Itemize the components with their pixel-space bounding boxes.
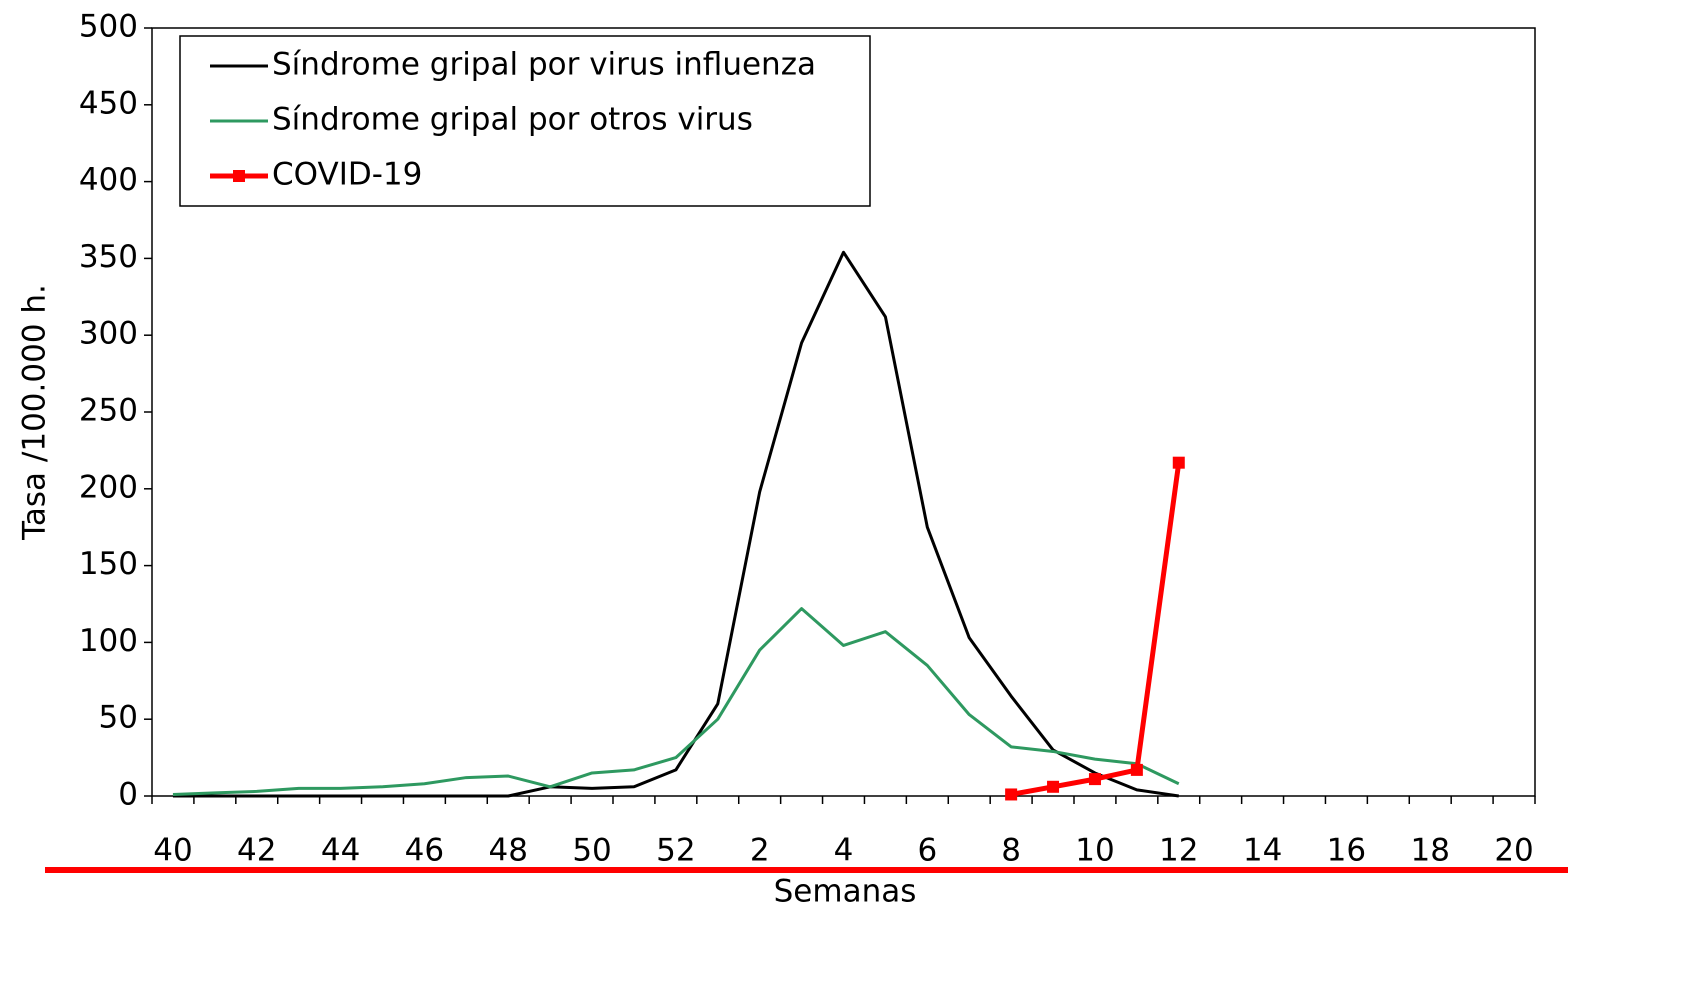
point-marker bbox=[1172, 456, 1185, 469]
point-marker bbox=[1130, 763, 1143, 776]
x-tick-label: 50 bbox=[572, 833, 611, 869]
y-tick-label: 350 bbox=[79, 239, 138, 275]
series-line bbox=[172, 250, 1179, 798]
x-tick-label: 46 bbox=[405, 833, 444, 869]
x-tick-label: 6 bbox=[917, 833, 937, 869]
y-tick-label: 100 bbox=[79, 623, 138, 659]
x-tick-label: 40 bbox=[153, 833, 192, 869]
y-tick-label: 450 bbox=[79, 85, 138, 121]
legend-box bbox=[179, 35, 871, 207]
x-tick-label: 52 bbox=[656, 833, 695, 869]
legend-label: Síndrome gripal por virus influenza bbox=[272, 47, 816, 83]
x-axis-label: Semanas bbox=[774, 874, 917, 910]
y-tick-label: 150 bbox=[79, 546, 138, 582]
x-tick-label: 2 bbox=[750, 833, 770, 869]
legend-label: Síndrome gripal por otros virus bbox=[272, 102, 753, 138]
y-tick-label: 200 bbox=[79, 469, 138, 505]
y-axis-label: Tasa /100.000 h. bbox=[17, 284, 53, 541]
y-tick-label: 500 bbox=[79, 9, 138, 45]
x-tick-label: 42 bbox=[237, 833, 276, 869]
series-line bbox=[172, 607, 1180, 796]
x-tick-label: 16 bbox=[1327, 833, 1366, 869]
y-tick-label: 0 bbox=[118, 777, 138, 813]
x-tick-label: 20 bbox=[1494, 833, 1533, 869]
x-tick-label: 12 bbox=[1159, 833, 1198, 869]
y-tick-label: 50 bbox=[99, 700, 138, 736]
x-tick-label: 18 bbox=[1411, 833, 1450, 869]
x-tick-label: 10 bbox=[1075, 833, 1114, 869]
x-tick-label: 44 bbox=[321, 833, 360, 869]
x-tick-label: 14 bbox=[1243, 833, 1282, 869]
y-tick-label: 300 bbox=[79, 316, 138, 352]
y-tick-label: 400 bbox=[79, 162, 138, 198]
x-tick-label: 48 bbox=[489, 833, 528, 869]
point-marker bbox=[1088, 773, 1101, 786]
y-tick-label: 250 bbox=[79, 393, 138, 429]
x-tick-label: 8 bbox=[1001, 833, 1021, 869]
point-marker bbox=[1005, 788, 1018, 801]
legend-marker bbox=[233, 170, 245, 182]
legend-label: COVID-19 bbox=[272, 157, 422, 193]
x-tick-label: 4 bbox=[834, 833, 854, 869]
point-marker bbox=[1047, 780, 1060, 793]
